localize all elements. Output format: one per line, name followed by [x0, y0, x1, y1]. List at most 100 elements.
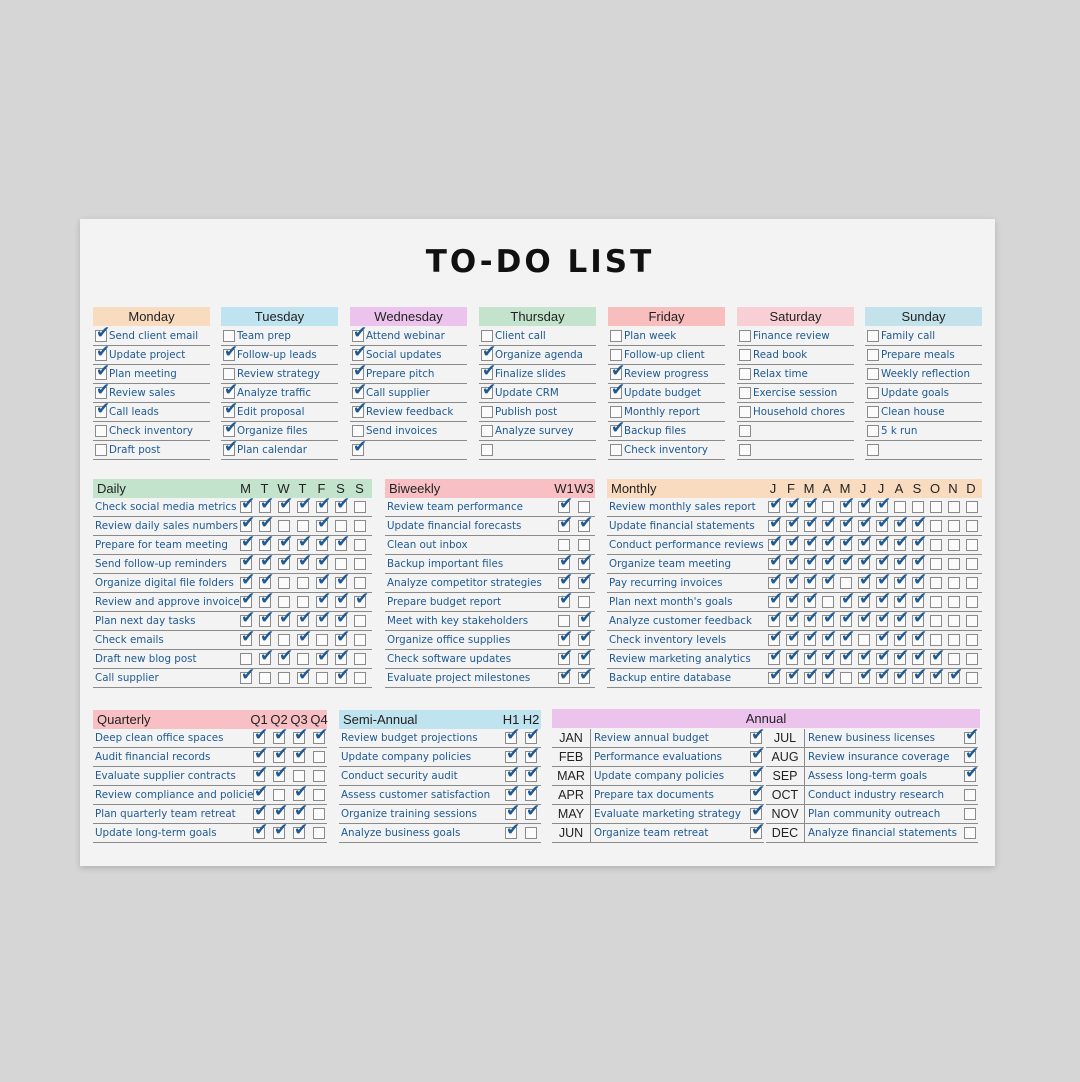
- annual-checkbox[interactable]: [964, 808, 976, 820]
- task-checkbox[interactable]: [739, 425, 751, 437]
- monthly-checkbox[interactable]: ✔: [912, 591, 927, 608]
- annual-checkbox[interactable]: ✔: [750, 822, 765, 839]
- monthly-checkbox[interactable]: ✔: [912, 515, 927, 532]
- daily-checkbox[interactable]: ✔: [316, 610, 331, 627]
- semiannual-checkbox[interactable]: [525, 827, 537, 839]
- quarterly-checkbox[interactable]: [313, 751, 325, 763]
- daily-checkbox[interactable]: ✔: [278, 534, 293, 551]
- monthly-checkbox[interactable]: [948, 577, 960, 589]
- biweekly-checkbox[interactable]: [578, 539, 590, 551]
- task-checkbox[interactable]: ✔: [223, 401, 238, 418]
- daily-checkbox[interactable]: ✔: [316, 648, 331, 665]
- monthly-checkbox[interactable]: ✔: [912, 667, 927, 684]
- monthly-checkbox[interactable]: [840, 672, 852, 684]
- monthly-checkbox[interactable]: [930, 558, 942, 570]
- monthly-checkbox[interactable]: ✔: [822, 553, 837, 570]
- daily-checkbox[interactable]: ✔: [278, 648, 293, 665]
- monthly-checkbox[interactable]: ✔: [804, 591, 819, 608]
- monthly-checkbox[interactable]: [948, 634, 960, 646]
- monthly-checkbox[interactable]: ✔: [786, 648, 801, 665]
- monthly-checkbox[interactable]: ✔: [912, 648, 927, 665]
- annual-checkbox[interactable]: [964, 827, 976, 839]
- daily-checkbox[interactable]: ✔: [335, 496, 350, 513]
- monthly-checkbox[interactable]: ✔: [822, 610, 837, 627]
- monthly-checkbox[interactable]: ✔: [858, 610, 873, 627]
- monthly-checkbox[interactable]: ✔: [822, 667, 837, 684]
- semiannual-checkbox[interactable]: ✔: [525, 803, 540, 820]
- daily-checkbox[interactable]: ✔: [335, 572, 350, 589]
- daily-checkbox[interactable]: ✔: [259, 534, 274, 551]
- monthly-checkbox[interactable]: ✔: [876, 648, 891, 665]
- monthly-checkbox[interactable]: ✔: [858, 591, 873, 608]
- task-checkbox[interactable]: ✔: [352, 401, 367, 418]
- monthly-checkbox[interactable]: [930, 577, 942, 589]
- daily-checkbox[interactable]: ✔: [259, 496, 274, 513]
- monthly-checkbox[interactable]: ✔: [804, 553, 819, 570]
- quarterly-checkbox[interactable]: ✔: [293, 746, 308, 763]
- monthly-checkbox[interactable]: ✔: [768, 534, 783, 551]
- task-checkbox[interactable]: ✔: [352, 363, 367, 380]
- daily-checkbox[interactable]: ✔: [354, 591, 369, 608]
- daily-checkbox[interactable]: ✔: [316, 553, 331, 570]
- quarterly-checkbox[interactable]: ✔: [273, 822, 288, 839]
- task-checkbox[interactable]: ✔: [95, 382, 110, 399]
- daily-checkbox[interactable]: [354, 501, 366, 513]
- task-checkbox[interactable]: ✔: [352, 382, 367, 399]
- annual-checkbox[interactable]: ✔: [964, 727, 979, 744]
- monthly-checkbox[interactable]: [930, 539, 942, 551]
- daily-checkbox[interactable]: [259, 672, 271, 684]
- daily-checkbox[interactable]: ✔: [335, 629, 350, 646]
- monthly-checkbox[interactable]: ✔: [876, 591, 891, 608]
- quarterly-checkbox[interactable]: ✔: [253, 765, 268, 782]
- biweekly-checkbox[interactable]: ✔: [558, 667, 573, 684]
- daily-checkbox[interactable]: [354, 672, 366, 684]
- monthly-checkbox[interactable]: [966, 672, 978, 684]
- task-checkbox[interactable]: [610, 330, 622, 342]
- biweekly-checkbox[interactable]: ✔: [578, 667, 593, 684]
- monthly-checkbox[interactable]: [966, 520, 978, 532]
- monthly-checkbox[interactable]: [966, 596, 978, 608]
- annual-checkbox[interactable]: [964, 789, 976, 801]
- daily-checkbox[interactable]: [354, 615, 366, 627]
- quarterly-checkbox[interactable]: ✔: [273, 765, 288, 782]
- daily-checkbox[interactable]: ✔: [335, 591, 350, 608]
- monthly-checkbox[interactable]: [948, 596, 960, 608]
- task-checkbox[interactable]: ✔: [223, 382, 238, 399]
- semiannual-checkbox[interactable]: ✔: [505, 803, 520, 820]
- monthly-checkbox[interactable]: ✔: [804, 667, 819, 684]
- daily-checkbox[interactable]: ✔: [316, 496, 331, 513]
- monthly-checkbox[interactable]: [930, 501, 942, 513]
- monthly-checkbox[interactable]: ✔: [804, 572, 819, 589]
- daily-checkbox[interactable]: ✔: [259, 629, 274, 646]
- daily-checkbox[interactable]: ✔: [278, 610, 293, 627]
- monthly-checkbox[interactable]: [948, 520, 960, 532]
- task-checkbox[interactable]: ✔: [95, 344, 110, 361]
- biweekly-checkbox[interactable]: [578, 501, 590, 513]
- task-checkbox[interactable]: [610, 406, 622, 418]
- monthly-checkbox[interactable]: [930, 634, 942, 646]
- monthly-checkbox[interactable]: ✔: [912, 572, 927, 589]
- monthly-checkbox[interactable]: ✔: [876, 667, 891, 684]
- monthly-checkbox[interactable]: ✔: [912, 553, 927, 570]
- monthly-checkbox[interactable]: ✔: [912, 610, 927, 627]
- daily-checkbox[interactable]: ✔: [297, 610, 312, 627]
- monthly-checkbox[interactable]: [840, 577, 852, 589]
- monthly-checkbox[interactable]: ✔: [894, 515, 909, 532]
- quarterly-checkbox[interactable]: ✔: [293, 784, 308, 801]
- quarterly-checkbox[interactable]: [313, 808, 325, 820]
- monthly-checkbox[interactable]: [948, 653, 960, 665]
- daily-checkbox[interactable]: [240, 653, 252, 665]
- task-checkbox[interactable]: [739, 387, 751, 399]
- biweekly-checkbox[interactable]: ✔: [558, 572, 573, 589]
- task-checkbox[interactable]: [739, 330, 751, 342]
- monthly-checkbox[interactable]: ✔: [804, 610, 819, 627]
- monthly-checkbox[interactable]: ✔: [876, 572, 891, 589]
- daily-checkbox[interactable]: [354, 634, 366, 646]
- monthly-checkbox[interactable]: [966, 558, 978, 570]
- daily-checkbox[interactable]: ✔: [278, 496, 293, 513]
- monthly-checkbox[interactable]: ✔: [858, 648, 873, 665]
- monthly-checkbox[interactable]: [948, 615, 960, 627]
- monthly-checkbox[interactable]: ✔: [840, 629, 855, 646]
- monthly-checkbox[interactable]: [930, 520, 942, 532]
- monthly-checkbox[interactable]: ✔: [930, 648, 945, 665]
